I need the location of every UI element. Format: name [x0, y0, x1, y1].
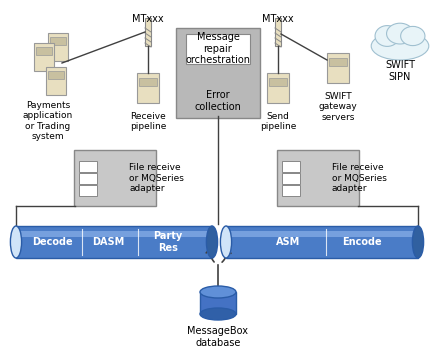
FancyBboxPatch shape [200, 292, 236, 314]
Text: File receive
or MQSeries
adapter: File receive or MQSeries adapter [129, 163, 184, 193]
Text: ASM: ASM [276, 237, 300, 247]
Text: Receive
pipeline: Receive pipeline [130, 112, 166, 131]
FancyBboxPatch shape [74, 150, 156, 206]
Text: SWIFT
gateway
servers: SWIFT gateway servers [319, 92, 357, 122]
Text: Send
pipeline: Send pipeline [260, 112, 296, 131]
FancyBboxPatch shape [282, 173, 300, 184]
FancyBboxPatch shape [79, 173, 97, 184]
Text: Encode: Encode [342, 237, 382, 247]
FancyBboxPatch shape [282, 161, 300, 172]
FancyBboxPatch shape [139, 78, 157, 86]
FancyBboxPatch shape [282, 185, 300, 196]
FancyBboxPatch shape [267, 73, 289, 103]
Ellipse shape [10, 226, 21, 258]
FancyBboxPatch shape [327, 53, 349, 83]
FancyBboxPatch shape [226, 226, 418, 258]
FancyBboxPatch shape [46, 67, 66, 95]
Text: File receive
or MQSeries
adapter: File receive or MQSeries adapter [332, 163, 387, 193]
FancyBboxPatch shape [275, 18, 281, 46]
Text: Decode: Decode [32, 237, 72, 247]
Text: DASM: DASM [92, 237, 124, 247]
FancyBboxPatch shape [329, 58, 347, 66]
Ellipse shape [200, 286, 236, 298]
Ellipse shape [206, 226, 218, 258]
Ellipse shape [375, 26, 399, 46]
FancyBboxPatch shape [48, 33, 68, 61]
FancyBboxPatch shape [145, 18, 151, 46]
FancyBboxPatch shape [269, 78, 287, 86]
FancyBboxPatch shape [176, 28, 260, 118]
FancyBboxPatch shape [48, 71, 64, 79]
Ellipse shape [371, 32, 429, 60]
FancyBboxPatch shape [277, 150, 359, 206]
Text: MessageBox
database: MessageBox database [187, 326, 249, 348]
Text: MTxxx: MTxxx [262, 14, 294, 24]
FancyBboxPatch shape [50, 37, 66, 45]
Text: Error
collection: Error collection [194, 90, 241, 111]
FancyBboxPatch shape [137, 73, 159, 103]
FancyBboxPatch shape [34, 43, 54, 71]
FancyBboxPatch shape [36, 47, 52, 55]
Ellipse shape [220, 226, 232, 258]
Text: Message
repair
orchestration: Message repair orchestration [185, 32, 250, 65]
FancyBboxPatch shape [16, 226, 212, 258]
FancyBboxPatch shape [79, 161, 97, 172]
FancyBboxPatch shape [79, 185, 97, 196]
FancyBboxPatch shape [226, 231, 418, 237]
Ellipse shape [413, 226, 423, 258]
Ellipse shape [387, 23, 413, 44]
Ellipse shape [200, 308, 236, 320]
Ellipse shape [401, 26, 425, 46]
Text: Party
Res: Party Res [153, 231, 183, 253]
FancyBboxPatch shape [16, 231, 212, 237]
Text: MTxxx: MTxxx [132, 14, 164, 24]
Text: SWIFT
SIPN: SWIFT SIPN [385, 60, 415, 82]
Text: Payments
application
or Trading
system: Payments application or Trading system [23, 101, 73, 141]
FancyBboxPatch shape [186, 34, 250, 64]
